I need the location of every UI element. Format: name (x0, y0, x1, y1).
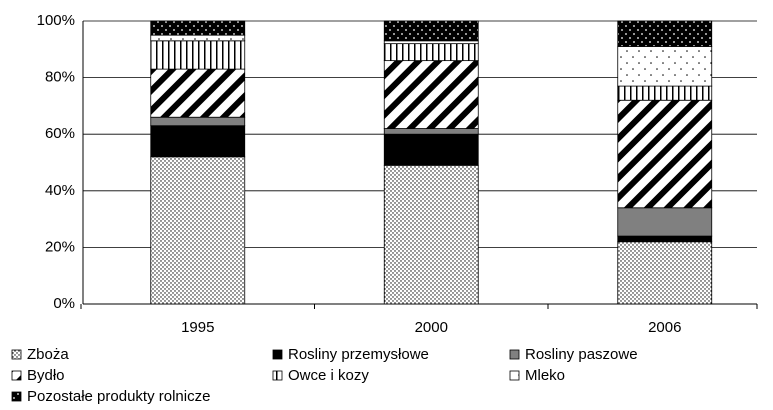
bar-segment (383, 20, 479, 42)
legend-swatch (11, 391, 22, 402)
y-tick-label: 40% (45, 182, 75, 199)
y-tick-label: 100% (37, 12, 75, 29)
x-tick-label: 1995 (181, 319, 214, 336)
bar-segment (617, 235, 713, 243)
bar-segment (617, 207, 713, 237)
bar-segment (383, 60, 479, 129)
bar-segment (150, 34, 246, 42)
legend-swatch (509, 349, 520, 360)
legend-label: Pozostałe produkty rolnicze (27, 388, 210, 405)
bar-segment (383, 40, 479, 45)
legend-label: Rosliny paszowe (525, 346, 638, 363)
bar-segment (150, 40, 246, 70)
bar-segment (150, 20, 246, 36)
bar-segment (617, 241, 713, 305)
bar-segment (150, 125, 246, 158)
bar-segment (383, 128, 479, 135)
bar-segment (150, 116, 246, 127)
bar-segment (617, 99, 713, 209)
bar-segment (617, 85, 713, 101)
legend-label: Bydło (27, 367, 65, 384)
bar-segment (383, 133, 479, 166)
legend-label: Rosliny przemysłowe (288, 346, 429, 363)
legend-swatch (272, 370, 283, 381)
bar-segment (383, 164, 479, 305)
legend-label: Zboża (27, 346, 69, 363)
bar-segment (150, 156, 246, 305)
x-tick-label: 2006 (648, 319, 681, 336)
legend-label: Owce i kozy (288, 367, 369, 384)
bar-segment (383, 43, 479, 62)
legend-swatch (509, 370, 520, 381)
y-tick-label: 0% (53, 295, 75, 312)
bar-segment (617, 20, 713, 47)
y-tick-label: 60% (45, 125, 75, 142)
legend-swatch (272, 349, 283, 360)
legend-swatch (11, 349, 22, 360)
bar-segment (617, 46, 713, 87)
y-tick-label: 80% (45, 69, 75, 86)
legend-label: Mleko (525, 367, 565, 384)
legend-swatch (11, 370, 22, 381)
y-tick-label: 20% (45, 238, 75, 255)
x-tick-label: 2000 (415, 319, 448, 336)
bar-segment (150, 68, 246, 118)
